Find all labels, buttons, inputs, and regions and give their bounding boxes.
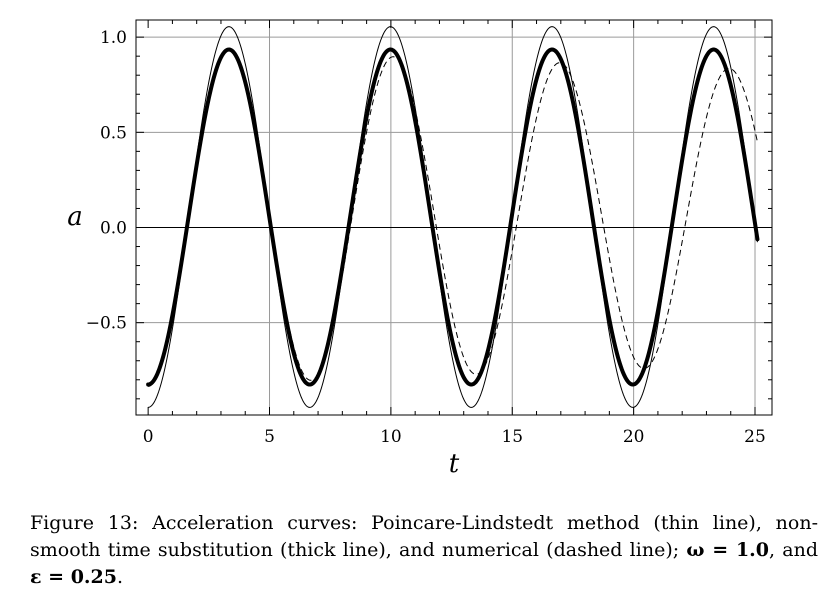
caption-figure-label: Figure 13: (30, 512, 139, 534)
caption-mid: , and (769, 539, 819, 561)
y-tick-label-1: 0.0 (100, 218, 127, 238)
series-thin-line (148, 26, 758, 408)
x-tick-label-3: 15 (501, 427, 523, 447)
caption-end: . (116, 566, 124, 588)
grid (136, 20, 772, 415)
caption-omega: ω = 1.0 (686, 539, 770, 561)
x-tick-label-1: 5 (264, 427, 275, 447)
series-thick-line (146, 47, 760, 387)
x-tick-label-2: 10 (380, 427, 402, 447)
caption-text: Acceleration curves: Poincare-Lindstedt … (30, 512, 818, 561)
series-dashed-line (148, 50, 758, 387)
caption-epsilon: ε = 0.25 (30, 566, 117, 588)
figure-caption: Figure 13: Acceleration curves: Poincare… (30, 510, 818, 591)
curves (146, 26, 760, 408)
y-tick-label-3: 1.0 (100, 28, 127, 48)
x-tick-label-4: 20 (623, 427, 645, 447)
ticks: 0 5 10 15 20 25 −0.5 0.0 0.5 1.0 (86, 20, 772, 447)
x-tick-label-5: 25 (744, 427, 766, 447)
y-tick-label-0: −0.5 (86, 314, 127, 334)
plot-frame (135, 19, 773, 416)
x-axis-title: t (449, 449, 460, 479)
chart: 0 5 10 15 20 25 −0.5 0.0 0.5 1.0 t a (67, 19, 773, 479)
x-tick-label-0: 0 (143, 427, 154, 447)
y-axis-title: a (67, 202, 83, 232)
y-tick-label-2: 0.5 (100, 123, 127, 143)
